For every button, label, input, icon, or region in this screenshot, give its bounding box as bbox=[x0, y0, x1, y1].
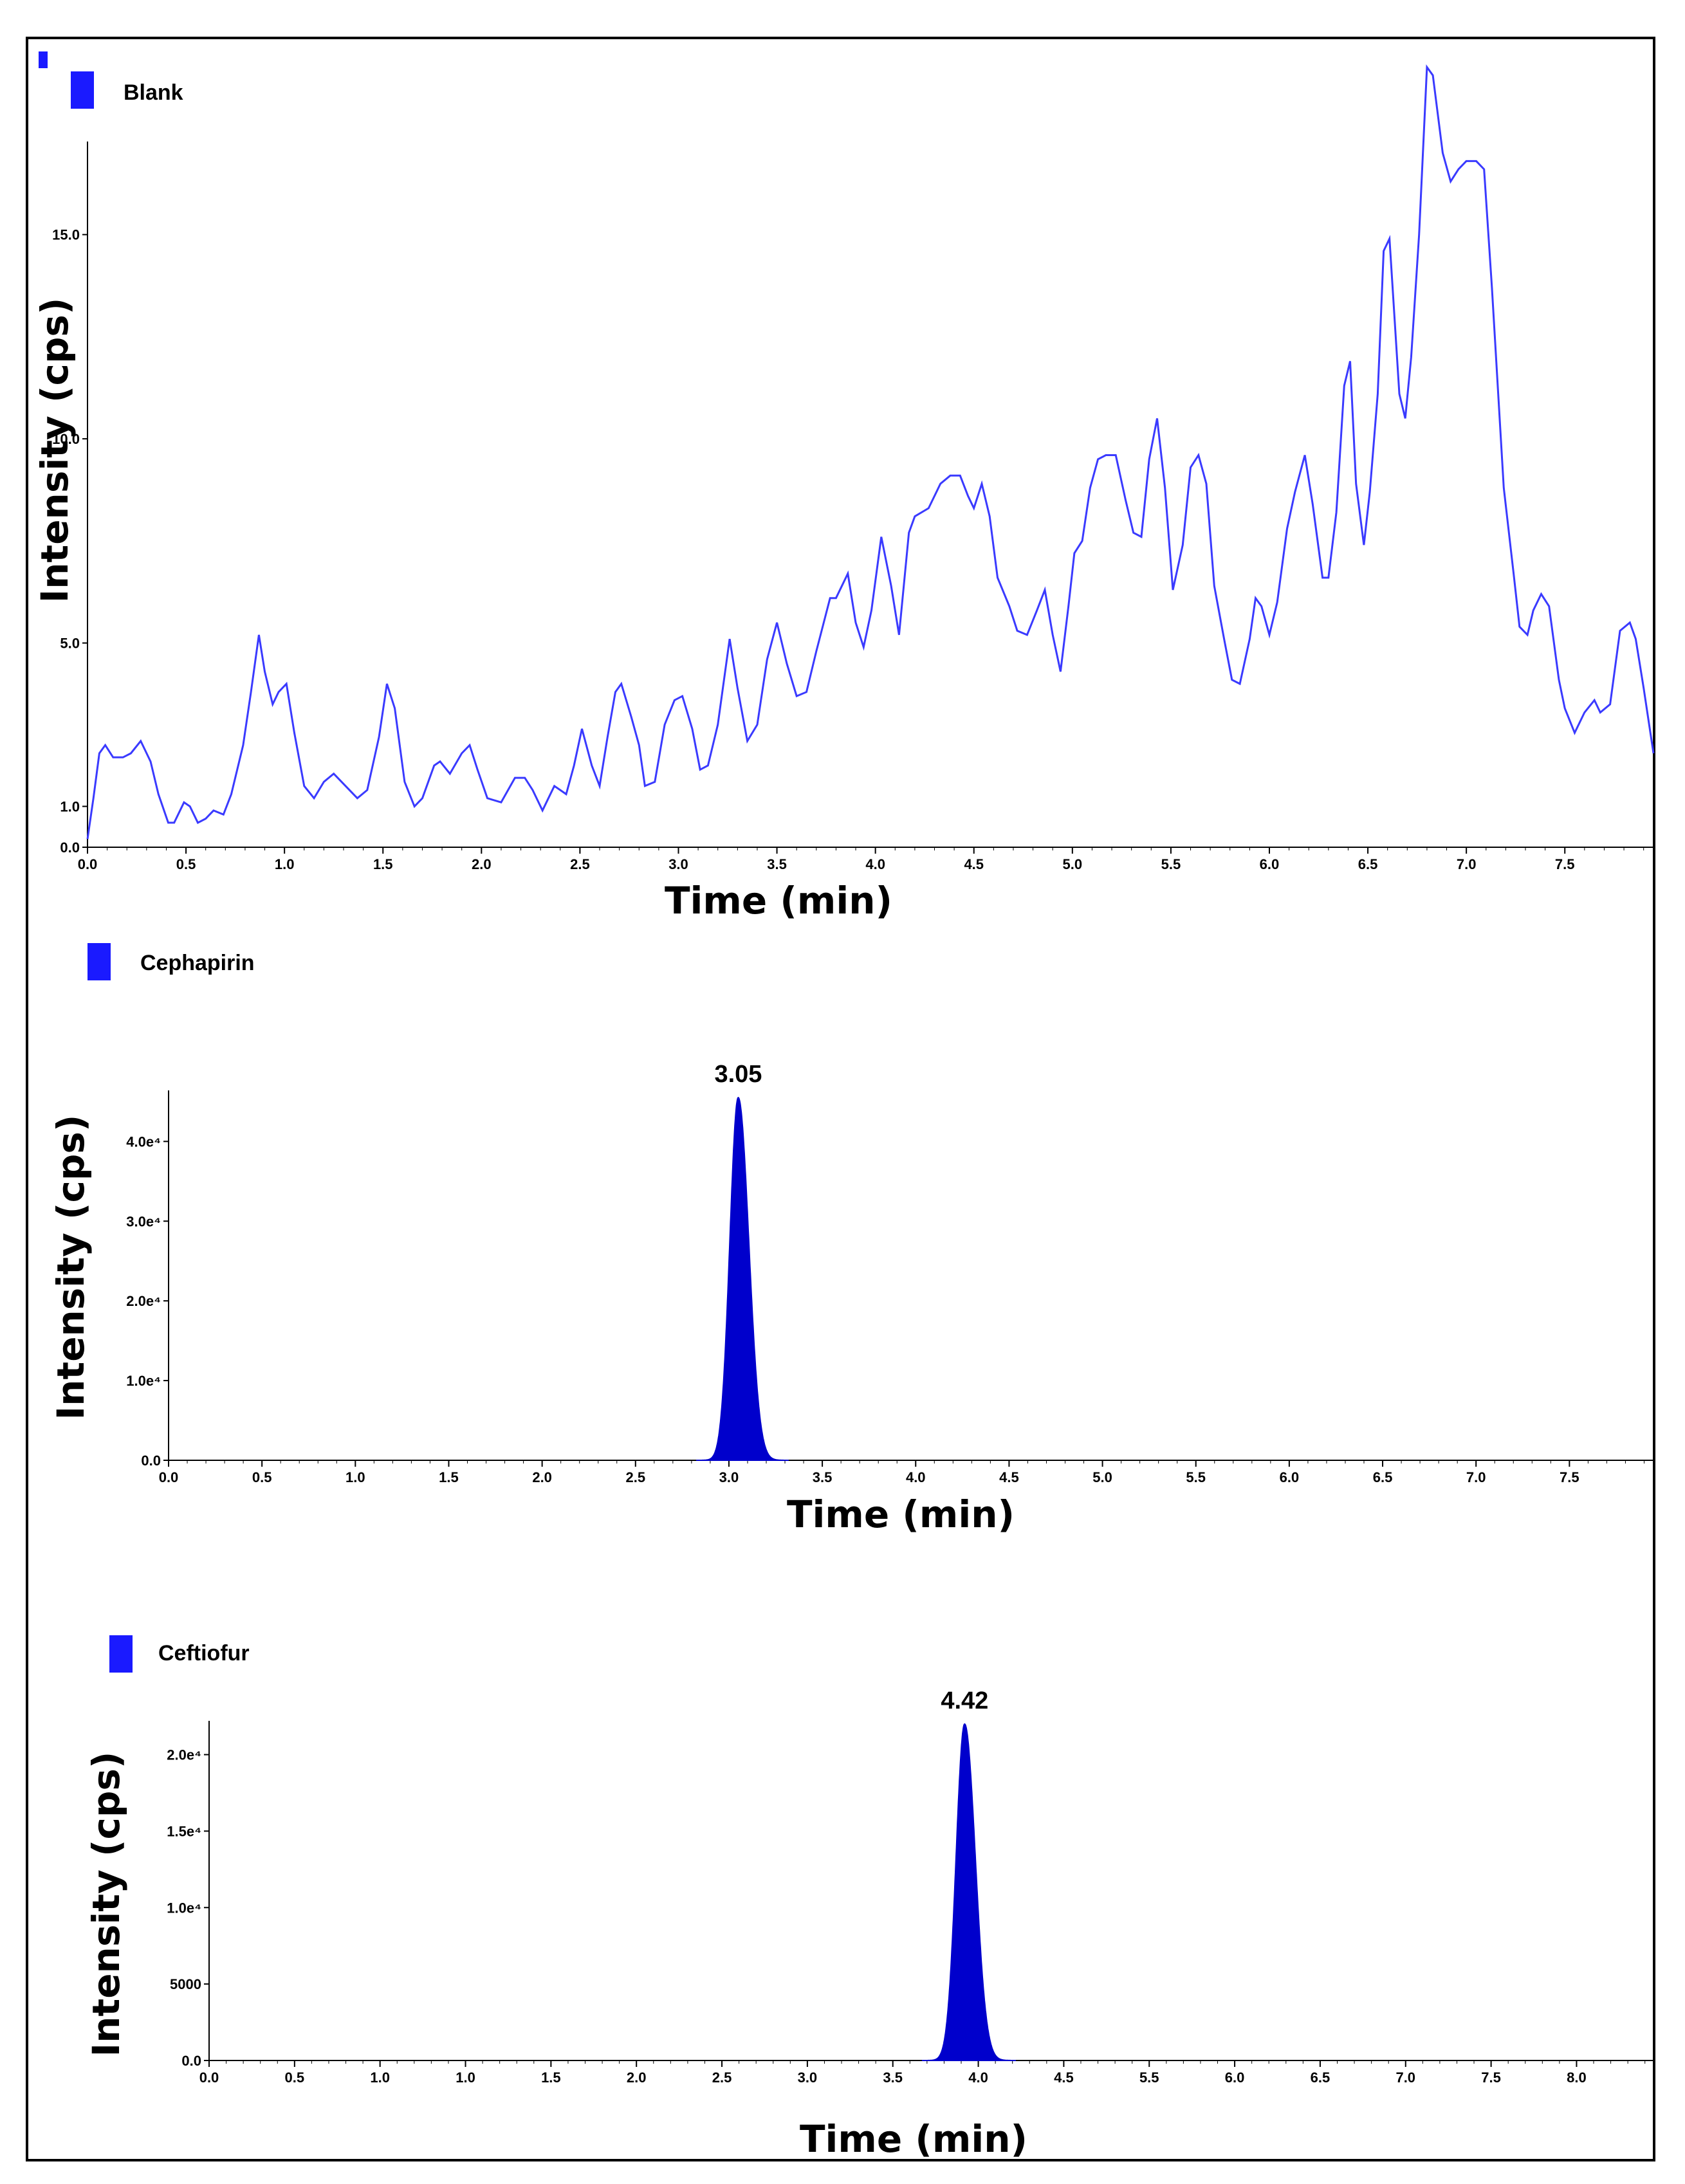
x-axis-title-ceftiofur: Time (min) bbox=[800, 2117, 1027, 2161]
x-tick-label-blank-1: 0.5 bbox=[176, 856, 196, 872]
x-tick-label-ceftiofur-7: 3.0 bbox=[798, 2069, 818, 2086]
legend-swatch-cephapirin bbox=[87, 943, 111, 980]
y-tick-label-ceftiofur-3: 1.5e⁴ bbox=[167, 1823, 201, 1839]
x-tick-label-blank-3: 1.5 bbox=[373, 856, 393, 872]
y-tick-label-blank-3: 10.0 bbox=[52, 431, 80, 447]
x-axis-title-cephapirin: Time (min) bbox=[787, 1492, 1015, 1536]
y-tick-label-cephapirin-2: 2.0e⁴ bbox=[126, 1293, 161, 1309]
x-tick-label-ceftiofur-4: 1.5 bbox=[541, 2069, 561, 2086]
x-tick-label-ceftiofur-5: 2.0 bbox=[627, 2069, 647, 2086]
x-tick-label-blank-12: 6.0 bbox=[1260, 856, 1280, 872]
x-tick-label-cephapirin-15: 7.5 bbox=[1560, 1469, 1579, 1485]
x-tick-label-cephapirin-12: 6.0 bbox=[1280, 1469, 1300, 1485]
y-tick-label-ceftiofur-4: 2.0e⁴ bbox=[167, 1747, 201, 1763]
peak-label-ceftiofur: 4.42 bbox=[941, 1687, 988, 1714]
x-tick-label-cephapirin-7: 3.5 bbox=[813, 1469, 833, 1485]
y-tick-label-cephapirin-3: 3.0e⁴ bbox=[126, 1213, 161, 1229]
x-tick-labels-blank: 0.0 0.5 1.0 1.5 2.0 2.5 3.0 3.5 4.0 4.5 5.0 5.5 6.0 6… bbox=[78, 847, 1644, 872]
x-tick-label-blank-10: 5.0 bbox=[1063, 856, 1083, 872]
x-tick-label-cephapirin-2: 1.0 bbox=[345, 1469, 365, 1485]
corner-marker bbox=[39, 51, 48, 68]
x-tick-label-cephapirin-9: 4.5 bbox=[999, 1469, 1019, 1485]
y-tick-label-ceftiofur-2: 1.0e⁴ bbox=[167, 1900, 201, 1916]
x-tick-label-ceftiofur-12: 6.0 bbox=[1225, 2069, 1245, 2086]
y-axis-title-blank: Intensity (cps) bbox=[33, 298, 77, 603]
x-tick-label-blank-4: 2.0 bbox=[472, 856, 492, 872]
figure-frame bbox=[26, 37, 1655, 2161]
x-tick-labels-cephapirin: 0.0 0.5 1.0 1.5 2.0 2.5 3.0 3.5 4.0 4.5 5.0 5.5 6.0 6… bbox=[159, 1460, 1644, 1485]
x-tick-label-ceftiofur-9: 4.0 bbox=[968, 2069, 988, 2086]
x-axis-title-blank: Time (min) bbox=[665, 879, 892, 922]
x-tick-label-blank-5: 2.5 bbox=[570, 856, 590, 872]
y-tick-labels-ceftiofur: 0.0 5000 1.0e⁴ 1.5e⁴ 2.0e⁴ bbox=[167, 1747, 209, 2069]
x-tick-label-blank-14: 7.0 bbox=[1457, 856, 1477, 872]
peak-area-cephapirin bbox=[696, 1097, 789, 1461]
legend-label-ceftiofur: Ceftiofur bbox=[158, 1641, 250, 1666]
x-tick-labels-ceftiofur: 0.0 0.5 1.0 1.0 1.5 2.0 2.5 3.0 3.5 4.0 4.5 5.5 6.0 6… bbox=[199, 2060, 1646, 2086]
axes-ceftiofur bbox=[208, 1721, 1653, 2061]
x-tick-label-blank-11: 5.5 bbox=[1161, 856, 1181, 872]
series-line-blank bbox=[86, 64, 1655, 840]
axes-blank bbox=[87, 142, 1653, 848]
x-tick-label-cephapirin-13: 6.5 bbox=[1373, 1469, 1393, 1485]
axes-cephapirin bbox=[168, 1090, 1653, 1461]
x-tick-label-ceftiofur-15: 7.5 bbox=[1481, 2069, 1501, 2086]
y-tick-labels-blank: 0.0 1.0 5.0 10.0 15.0 bbox=[52, 227, 87, 856]
x-tick-label-ceftiofur-16: 8.0 bbox=[1567, 2069, 1587, 2086]
peak-area-ceftiofur bbox=[921, 1723, 1016, 2061]
x-tick-label-blank-0: 0.0 bbox=[78, 856, 98, 872]
y-tick-label-cephapirin-1: 1.0e⁴ bbox=[126, 1373, 161, 1389]
x-tick-label-ceftiofur-3: 1.0 bbox=[456, 2069, 475, 2086]
x-tick-label-cephapirin-10: 5.0 bbox=[1092, 1469, 1112, 1485]
x-tick-label-cephapirin-0: 0.0 bbox=[159, 1469, 179, 1485]
legend-label-cephapirin: Cephapirin bbox=[140, 951, 255, 975]
x-tick-label-cephapirin-1: 0.5 bbox=[252, 1469, 272, 1485]
x-tick-label-cephapirin-6: 3.0 bbox=[719, 1469, 739, 1485]
x-tick-label-ceftiofur-10: 4.5 bbox=[1054, 2069, 1074, 2086]
y-tick-label-cephapirin-4: 4.0e⁴ bbox=[126, 1133, 161, 1150]
panel-ceftiofur: Ceftiofur 0.0 5000 1.0e⁴ 1.5e⁴ 2.0e⁴ 0.0 0.5 1… bbox=[84, 1635, 1653, 2161]
y-tick-label-blank-2: 5.0 bbox=[60, 636, 80, 652]
x-tick-label-blank-2: 1.0 bbox=[275, 856, 295, 872]
x-tick-label-cephapirin-14: 7.0 bbox=[1466, 1469, 1486, 1485]
y-tick-label-blank-4: 15.0 bbox=[52, 227, 80, 243]
y-tick-label-ceftiofur-0: 0.0 bbox=[181, 2053, 201, 2069]
y-tick-labels-cephapirin: 0.0 1.0e⁴ 2.0e⁴ 3.0e⁴ 4.0e⁴ bbox=[126, 1133, 169, 1469]
peak-label-cephapirin: 3.05 bbox=[714, 1061, 762, 1088]
x-tick-label-blank-13: 6.5 bbox=[1358, 856, 1378, 872]
x-tick-label-blank-9: 4.5 bbox=[964, 856, 984, 872]
x-tick-label-ceftiofur-14: 7.0 bbox=[1395, 2069, 1415, 2086]
y-tick-label-blank-0: 0.0 bbox=[60, 840, 80, 856]
x-tick-label-ceftiofur-6: 2.5 bbox=[712, 2069, 732, 2086]
legend-label-blank: Blank bbox=[124, 80, 183, 105]
x-tick-label-ceftiofur-1: 0.5 bbox=[285, 2069, 305, 2086]
y-tick-label-ceftiofur-1: 5000 bbox=[170, 1976, 201, 1992]
x-tick-label-blank-8: 4.0 bbox=[865, 856, 885, 872]
x-tick-label-blank-7: 3.5 bbox=[767, 856, 787, 872]
x-tick-label-ceftiofur-11: 5.5 bbox=[1139, 2069, 1159, 2086]
x-tick-label-ceftiofur-0: 0.0 bbox=[199, 2069, 219, 2086]
x-tick-label-cephapirin-5: 2.5 bbox=[625, 1469, 645, 1485]
legend-swatch-blank bbox=[71, 71, 94, 109]
x-tick-label-cephapirin-4: 2.0 bbox=[532, 1469, 552, 1485]
x-tick-label-cephapirin-3: 1.5 bbox=[439, 1469, 459, 1485]
y-axis-title-ceftiofur: Intensity (cps) bbox=[84, 1752, 128, 2057]
y-axis-title-cephapirin: Intensity (cps) bbox=[49, 1115, 93, 1420]
x-tick-label-cephapirin-8: 4.0 bbox=[906, 1469, 926, 1485]
x-tick-label-ceftiofur-8: 3.5 bbox=[883, 2069, 903, 2086]
x-tick-label-ceftiofur-2: 1.0 bbox=[370, 2069, 390, 2086]
legend-swatch-ceftiofur bbox=[109, 1635, 133, 1673]
x-tick-label-ceftiofur-13: 6.5 bbox=[1311, 2069, 1331, 2086]
panel-blank: Blank 0.0 1.0 5.0 10.0 15.0 0.0 0.5 1.0 1.5 2.0 2… bbox=[33, 64, 1655, 922]
y-tick-label-cephapirin-0: 0.0 bbox=[141, 1453, 161, 1469]
x-tick-label-blank-6: 3.0 bbox=[668, 856, 688, 872]
x-tick-label-cephapirin-11: 5.5 bbox=[1186, 1469, 1206, 1485]
y-tick-label-blank-1: 1.0 bbox=[60, 799, 80, 815]
x-tick-label-blank-15: 7.5 bbox=[1555, 856, 1575, 872]
